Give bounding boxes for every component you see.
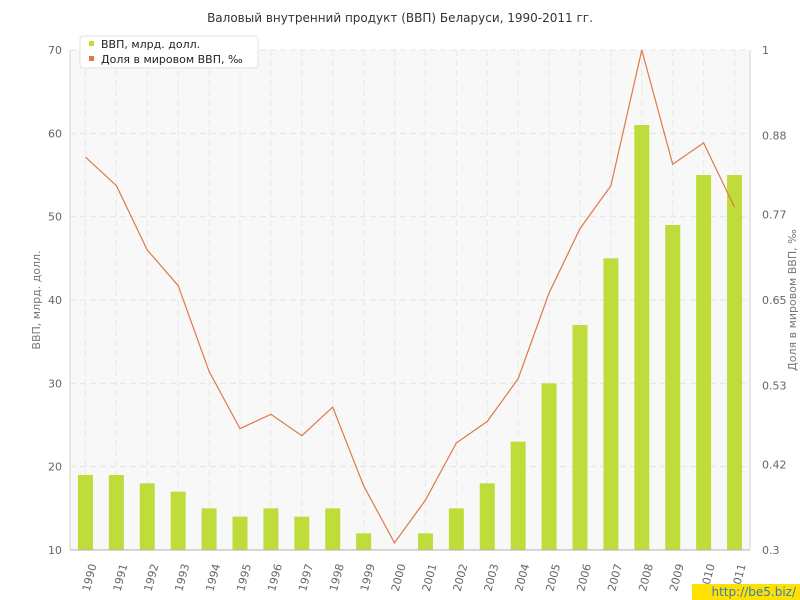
legend-marker-share [89, 56, 94, 61]
bar-gdp [665, 225, 681, 550]
bar-gdp [170, 491, 186, 550]
legend-box [79, 35, 259, 69]
legend: ВВП, млрд. долл. Доля в мировом ВВП, ‰ [79, 35, 259, 69]
left-tick-label: 60 [48, 127, 62, 140]
bar-gdp [479, 483, 495, 550]
share-line [85, 49, 736, 545]
bar-gdp [232, 516, 248, 550]
legend-marker-gdp [89, 41, 94, 46]
bar-gdp [448, 508, 464, 550]
x-tick-label: 1999 [358, 562, 378, 592]
bar-gdp [603, 258, 619, 550]
right-tick-label: 1 [762, 44, 769, 57]
x-tick-label: 2004 [513, 562, 533, 592]
left-tick-label: 30 [48, 377, 62, 390]
left-tick-label: 10 [48, 544, 62, 557]
legend-label-share: Доля в мировом ВВП, ‰ [101, 53, 243, 66]
bar-gdp [727, 175, 743, 550]
bar-gdp [263, 508, 279, 550]
left-tick-label: 20 [48, 461, 62, 474]
bar-gdp [294, 516, 310, 550]
bar-gdp [325, 508, 341, 550]
right-tick-label: 0.77 [762, 208, 787, 221]
x-tick-label: 2002 [451, 562, 471, 592]
x-tick-label: 1997 [296, 562, 316, 592]
bar-series [77, 125, 743, 550]
bar-gdp [541, 383, 557, 550]
x-tick-label: 2000 [389, 562, 409, 592]
y-axis-label: ВВП, млрд. долл. [30, 250, 43, 349]
right-tick-label: 0.88 [762, 130, 787, 143]
bar-gdp [201, 508, 217, 550]
x-tick-labels: 1990 1991 1992 1993 1994 1995 1996 1997 1998 1999… [80, 562, 749, 592]
bar-gdp [572, 325, 588, 550]
x-tick-label: 2008 [636, 562, 656, 592]
bar-gdp [696, 175, 712, 550]
left-tick-labels: 10 20 30 40 50 60 70 [48, 44, 62, 557]
bar-gdp [108, 475, 124, 550]
x-tick-label: 1995 [234, 562, 254, 592]
bar-gdp [356, 533, 372, 550]
right-tick-label: 0.42 [762, 458, 787, 471]
watermark[interactable]: http://be5.biz/ [692, 584, 800, 600]
right-tick-label: 0.3 [762, 544, 780, 557]
x-tick-label: 2005 [543, 562, 563, 592]
x-tick-label: 2007 [605, 562, 625, 592]
legend-label-gdp: ВВП, млрд. долл. [101, 38, 200, 51]
bar-gdp [510, 441, 526, 550]
x-tick-label: 1993 [173, 562, 193, 592]
left-tick-label: 40 [48, 294, 62, 307]
x-tick-label: 2009 [667, 562, 687, 592]
right-tick-labels: 0.3 0.42 0.53 0.65 0.77 0.88 1 [762, 44, 787, 557]
x-tick-label: 1998 [327, 562, 347, 592]
x-tick-label: 2003 [482, 562, 502, 592]
x-tick-label: 2001 [420, 562, 440, 592]
x-tick-label: 1991 [111, 562, 131, 592]
x-tick-label: 1990 [80, 562, 100, 592]
bar-gdp [139, 483, 155, 550]
left-tick-label: 70 [48, 44, 62, 57]
bar-gdp [417, 533, 433, 550]
x-tick-label: 2006 [574, 562, 594, 592]
bar-gdp [77, 475, 93, 550]
x-tick-label: 1996 [265, 562, 285, 592]
right-tick-label: 0.53 [762, 380, 787, 393]
right-tick-label: 0.65 [762, 294, 787, 307]
x-tick-label: 1992 [142, 562, 162, 592]
left-tick-label: 50 [48, 211, 62, 224]
chart-title: Валовый внутренний продукт (ВВП) Беларус… [207, 11, 593, 25]
bar-gdp [634, 125, 650, 550]
y2-axis-label: Доля в мировом ВВП, ‰ [786, 229, 799, 371]
x-tick-label: 1994 [203, 562, 223, 592]
